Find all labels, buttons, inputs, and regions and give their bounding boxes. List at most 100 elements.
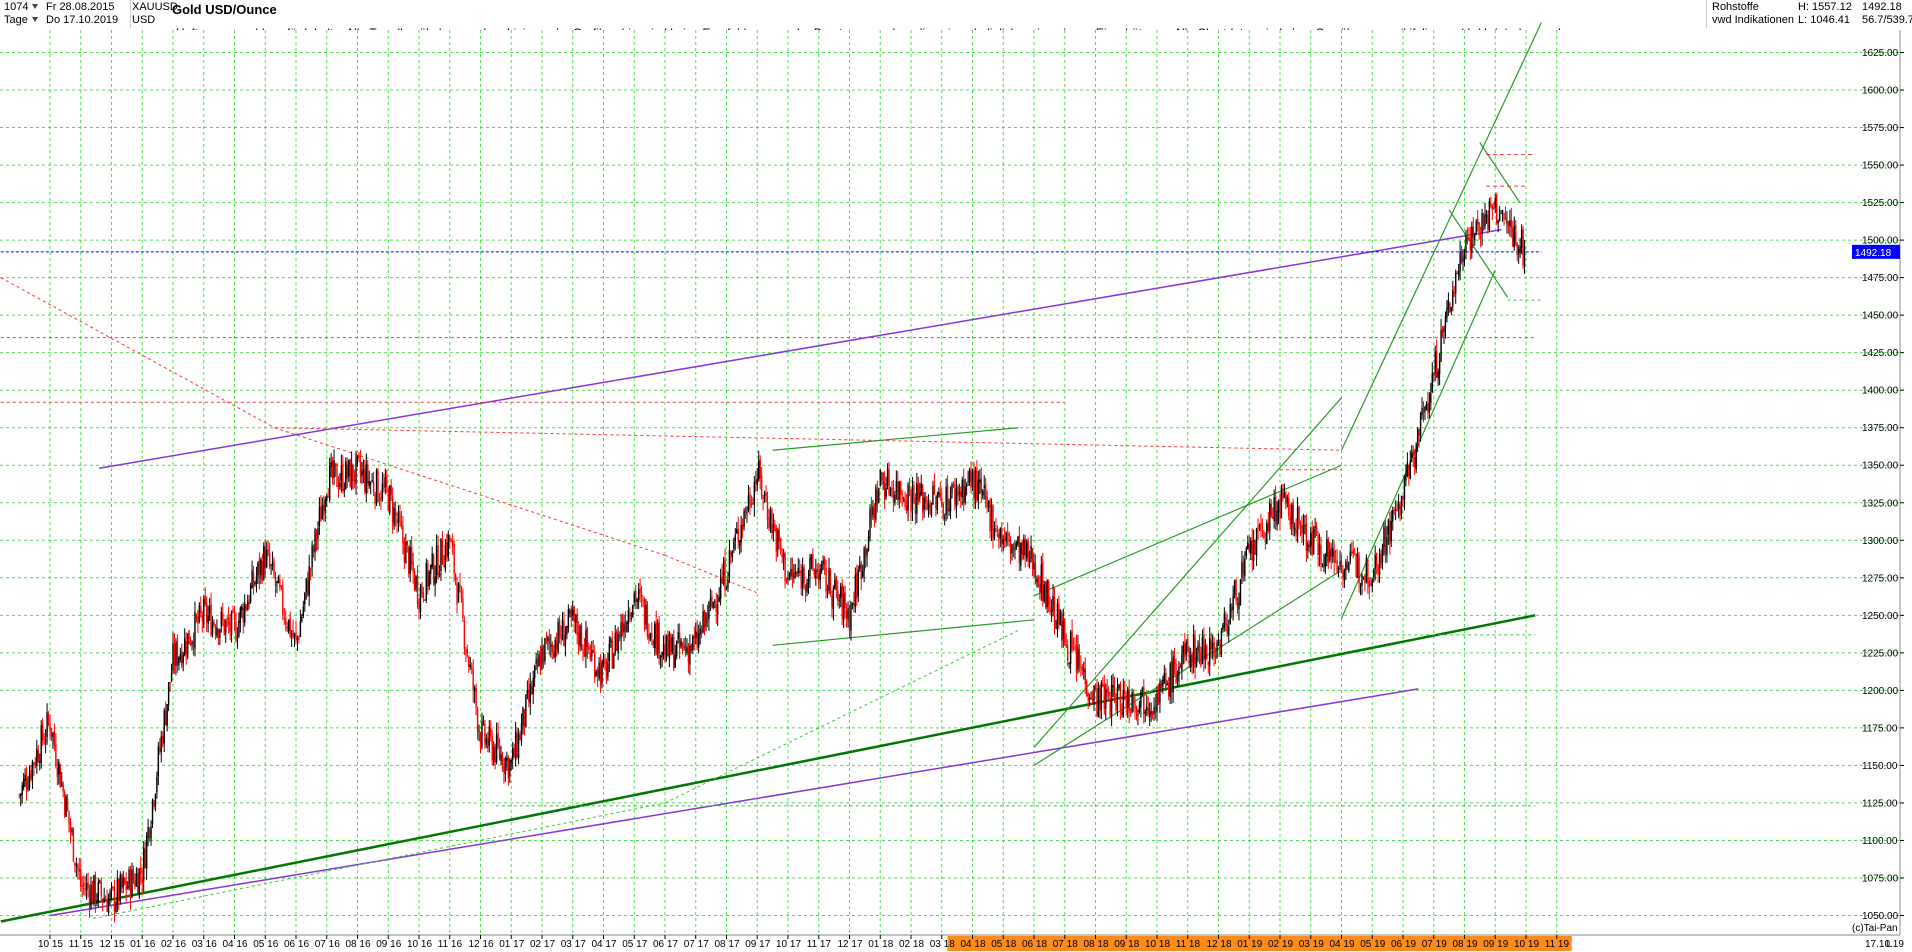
candle-body [1351,552,1353,554]
candle-body [777,530,779,551]
candle-body [178,657,180,666]
candle-body [744,508,747,514]
candle-body [479,733,482,749]
candle-body [140,867,142,875]
candle-body [1418,428,1420,436]
period-selector[interactable]: Tage [4,14,41,27]
candle-body [238,620,240,637]
candle-body [1216,642,1218,657]
candle-body [1471,226,1473,253]
candle-body [408,546,410,575]
candle-body [917,484,920,501]
candle-body [498,745,501,759]
candle-body [791,568,794,577]
y-tick-label: 1500.00 [1862,236,1899,247]
candle-body [1340,560,1343,574]
candle-body [181,651,183,666]
candle-body [119,875,121,901]
candle-body [249,585,252,603]
candle-body [618,635,621,637]
candle-body [1011,544,1013,554]
candle-body [113,886,116,911]
candle-body [47,715,50,722]
candle-body [905,505,908,511]
candle-body [320,506,322,522]
candle-body [1386,536,1388,556]
candle-body [942,504,944,519]
candle-body [126,886,129,889]
candle-body [632,605,634,617]
x-tick-label: 04 18 [961,939,986,950]
candle-body [557,622,559,653]
candle-body [574,614,577,624]
candle-body [100,882,102,897]
candle-body [195,614,198,619]
candle-body [93,875,95,902]
candle-body [968,469,971,483]
candle-body [1148,712,1151,717]
candle-body [696,631,698,648]
x-tick-label: 03 17 [561,939,586,950]
candle-body [1230,606,1233,612]
candle-body [908,485,911,493]
candle-body [1025,541,1028,558]
low-value: L: 1046.41 [1798,14,1850,26]
candle-body [340,465,343,481]
candle-body [945,487,947,516]
candle-body [1115,698,1117,711]
candle-body [169,681,171,683]
candle-body [819,569,821,580]
candle-body [248,599,250,605]
candle-body [902,498,905,502]
candle-body [1279,498,1281,519]
candle-body [223,619,225,635]
candle-body [1358,556,1360,583]
candle-body [186,633,189,658]
candle-body [229,622,231,632]
candle-body [134,880,136,887]
candle-body [503,766,505,772]
candle-body [204,596,206,605]
candle-body [405,542,407,564]
candle-body [702,611,704,633]
candle-body [1254,540,1256,555]
symbol-id-selector[interactable]: 1074 [4,1,41,14]
candle-body [36,748,38,767]
candle-body [750,504,753,506]
candle-body [1189,655,1192,668]
candle-body [995,527,997,532]
candle-body [1228,626,1230,635]
candle-body [730,552,732,555]
candle-body [1168,682,1170,697]
candle-body [389,486,391,513]
from-date: Fr 28.08.2015 [46,1,115,13]
candle-body [148,828,151,838]
candle-body [913,485,915,498]
candle-body [1462,258,1464,262]
candle-body [1355,554,1357,577]
candle-body [1324,555,1327,568]
candle-body [533,666,536,679]
candle-body [891,487,893,489]
candle-body [1077,646,1079,671]
candle-body [216,627,218,637]
candle-body [591,650,593,657]
candle-body [1434,351,1436,374]
candle-body [356,455,359,457]
candle-body [711,596,713,607]
candle-body [475,687,477,708]
candle-body [287,619,290,632]
long-term-support-line [0,614,1536,923]
candle-body [879,470,881,486]
candle-body [1058,603,1060,625]
candle-body [213,622,215,626]
candle-body [1368,581,1371,588]
candle-body [919,493,921,499]
candle-body [665,635,668,660]
candle-body [535,659,537,664]
candle-body [431,553,433,568]
candle-body [755,480,757,484]
candle-body [1163,672,1166,682]
candle-body [132,871,135,881]
